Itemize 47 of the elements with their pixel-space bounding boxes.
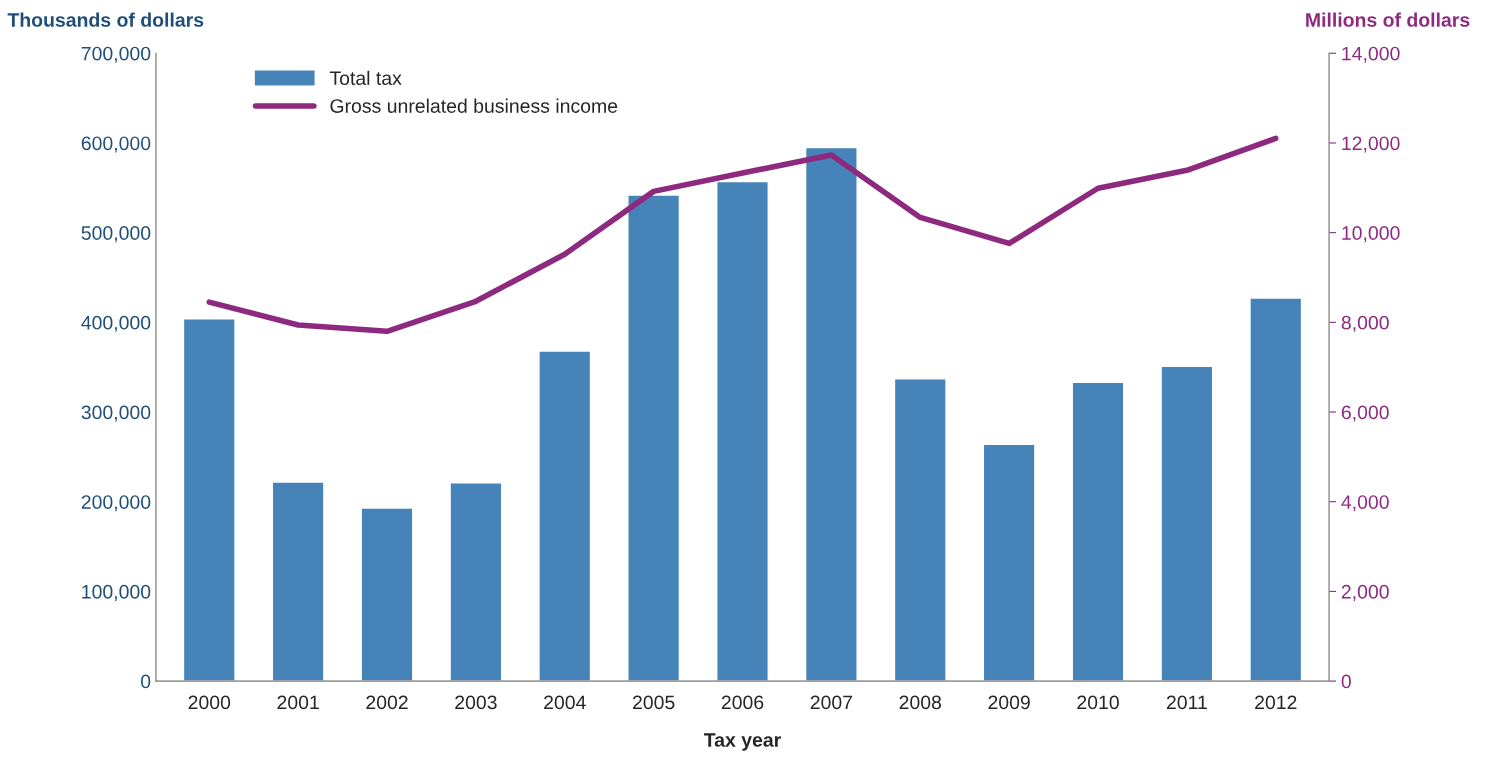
bar — [627, 194, 681, 682]
bar — [716, 180, 769, 682]
y-tick-label: 500,000 — [81, 226, 151, 243]
y2-axis-title: Millions of dollars — [1306, 12, 1470, 27]
y-tick-label: 100,000 — [82, 584, 151, 601]
x-tick-label: 2002 — [366, 695, 408, 710]
x-axis-title: Tax year — [703, 733, 781, 751]
y-tick-label: 700,000 — [81, 46, 151, 63]
bar — [893, 378, 947, 682]
y2-tick-label: 6,000 — [1341, 405, 1389, 422]
x-tick-label: 2011 — [1166, 695, 1207, 710]
bar — [1249, 297, 1303, 682]
bar — [804, 146, 858, 682]
y2-tick-label: 10,000 — [1342, 226, 1400, 243]
x-tick-label: 2005 — [632, 695, 675, 710]
bar — [982, 443, 1036, 682]
x-tick-label: 2006 — [721, 695, 764, 710]
x-tick-label: 2004 — [544, 695, 586, 710]
bar — [538, 350, 592, 682]
x-tick-label: 2009 — [988, 695, 1030, 710]
x-tick-label: 2008 — [899, 695, 942, 710]
y-tick-label: 600,000 — [81, 136, 151, 153]
y-tick-label: 300,000 — [81, 405, 151, 422]
legend-label: Total tax — [329, 70, 402, 86]
bar — [1071, 381, 1125, 682]
x-tick-label: 2012 — [1255, 695, 1297, 710]
y-tick-label: 0 — [141, 674, 151, 689]
y2-tick-label: 0 — [1341, 674, 1351, 689]
y2-tick-label: 4,000 — [1341, 495, 1389, 512]
x-tick-label: 2003 — [455, 695, 497, 710]
y-tick-label: 200,000 — [81, 495, 151, 512]
x-tick-label: 2010 — [1077, 695, 1119, 710]
legend-label: Gross unrelated business income — [330, 98, 618, 113]
y2-tick-label: 8,000 — [1341, 315, 1389, 332]
x-tick-label: 2001 — [277, 695, 319, 710]
bar — [182, 318, 236, 682]
y2-tick-label: 14,000 — [1342, 46, 1400, 63]
bar — [271, 481, 325, 682]
y-tick-label: 400,000 — [81, 315, 151, 332]
y-axis-title: Thousands of dollars — [7, 12, 204, 27]
x-tick-label: 2000 — [188, 695, 231, 710]
bar — [1160, 365, 1214, 682]
x-tick-label: 2007 — [810, 695, 853, 710]
y2-tick-label: 2,000 — [1341, 584, 1389, 601]
y2-tick-label: 12,000 — [1342, 136, 1400, 153]
bar — [449, 482, 503, 682]
bar — [360, 507, 414, 682]
